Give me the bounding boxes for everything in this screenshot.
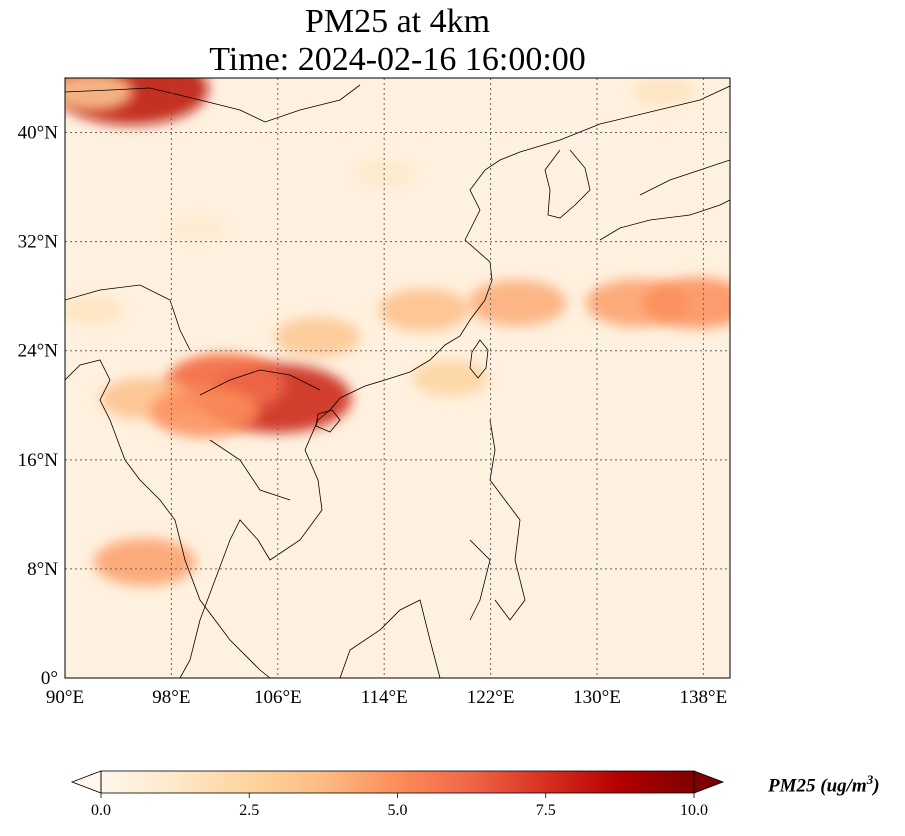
indochina-coast xyxy=(179,409,331,678)
pm25-blob xyxy=(412,360,490,396)
lat-tick-label: 8°N xyxy=(27,559,58,580)
map-subtitle-time: Time: 2024-02-16 16:00:00 xyxy=(209,41,586,78)
coastlines xyxy=(65,84,730,678)
lat-tick-label: 40°N xyxy=(18,123,59,144)
himalaya-border xyxy=(65,284,191,351)
laos-border xyxy=(209,439,291,501)
colorbar-tick-label: 0.0 xyxy=(91,802,111,819)
pm25-blob xyxy=(642,277,730,329)
lon-tick-label: 98°E xyxy=(152,687,190,708)
lon-tick-label: 122°E xyxy=(467,687,515,708)
lon-tick-label: 114°E xyxy=(361,687,408,708)
taiwan-coast xyxy=(469,339,489,379)
colorbar-extend-max-arrow xyxy=(693,770,725,794)
pm25-blob xyxy=(65,294,124,325)
japan-north-coast xyxy=(639,159,730,196)
map-panel xyxy=(64,77,731,679)
colorbar-tick-label: 7.5 xyxy=(536,802,556,819)
colorbar-gradient xyxy=(101,771,694,793)
colorbar-label-exponent: 3 xyxy=(866,772,874,787)
colorbar-extend-min-arrow xyxy=(70,770,102,794)
colorbar: 0.0 2.5 5.0 7.5 10.0 xyxy=(70,770,725,819)
pm25-field xyxy=(65,78,730,587)
colorbar-label-close: ) xyxy=(873,775,880,797)
lat-axis-ticks: 0° 8°N 16°N 24°N 32°N 40°N xyxy=(18,123,59,689)
malay-coast xyxy=(159,499,271,678)
lon-tick-label: 90°E xyxy=(46,687,84,708)
colorbar-ticks: 0.0 2.5 5.0 7.5 10.0 xyxy=(91,793,708,819)
borneo-coast xyxy=(339,599,441,678)
vietnam-border xyxy=(199,369,321,396)
lon-tick-label: 138°E xyxy=(680,687,728,708)
colorbar-label-text: PM25 (ug/m xyxy=(768,775,867,797)
pm25-blob xyxy=(378,288,470,332)
japan-coast xyxy=(599,199,730,241)
pm25-blob xyxy=(93,538,196,587)
pm25-blob xyxy=(65,78,134,112)
lon-tick-label: 106°E xyxy=(254,687,302,708)
lat-tick-label: 24°N xyxy=(18,341,59,362)
lon-tick-label: 130°E xyxy=(573,687,621,708)
pm25-blob xyxy=(274,316,361,358)
pm25-blob xyxy=(631,78,696,107)
colorbar-tick-label: 2.5 xyxy=(239,802,259,819)
map-title: PM25 at 4km xyxy=(304,3,491,40)
philippines-coast xyxy=(489,419,526,621)
gridlines xyxy=(65,78,730,678)
pm25-blob xyxy=(467,279,567,327)
pm25-blob xyxy=(169,214,227,242)
korea-coast xyxy=(544,149,591,219)
colorbar-tick-label: 10.0 xyxy=(680,802,708,819)
myanmar-coast xyxy=(65,359,161,501)
north-border xyxy=(65,84,361,123)
lat-tick-label: 0° xyxy=(41,668,58,689)
lat-tick-label: 16°N xyxy=(18,450,59,471)
colorbar-label: PM25 (ug/m3) xyxy=(768,772,880,797)
china-coast xyxy=(329,85,730,411)
palawan-coast xyxy=(469,539,491,621)
lon-axis-ticks: 90°E 98°E 106°E 114°E 122°E 130°E 138°E xyxy=(46,687,727,708)
lat-tick-label: 32°N xyxy=(18,232,59,253)
map-frame xyxy=(64,77,731,679)
pm25-blob xyxy=(150,386,260,438)
colorbar-tick-label: 5.0 xyxy=(388,802,408,819)
